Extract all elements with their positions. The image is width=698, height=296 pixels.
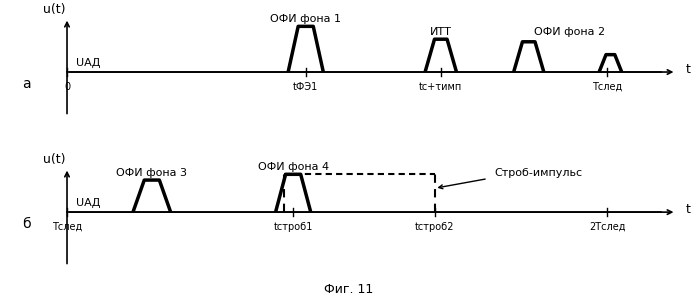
Text: ОФИ фона 4: ОФИ фона 4 (258, 162, 329, 172)
Text: tстроб2: tстроб2 (415, 222, 454, 232)
Text: tстроб1: tстроб1 (274, 222, 313, 232)
Text: Фиг. 11: Фиг. 11 (325, 283, 373, 296)
Text: ОФИ фона 3: ОФИ фона 3 (117, 168, 187, 178)
Text: t: t (685, 62, 690, 75)
Text: Tслед: Tслед (52, 222, 82, 232)
Text: UAД: UAД (76, 198, 101, 208)
Text: а: а (22, 77, 31, 91)
Text: Tслед: Tслед (592, 82, 623, 92)
Text: UAД: UAД (76, 58, 101, 68)
Text: 0: 0 (64, 82, 70, 92)
Text: tФЭ1: tФЭ1 (293, 82, 318, 92)
Text: ОФИ фона 1: ОФИ фона 1 (270, 14, 341, 24)
Text: u(t): u(t) (43, 3, 66, 16)
Text: Строб-импульс: Строб-импульс (494, 168, 582, 178)
Text: tc+τимп: tc+τимп (419, 82, 462, 92)
Text: t: t (685, 203, 690, 216)
Text: ОФИ фона 2: ОФИ фона 2 (534, 27, 605, 37)
Text: б: б (22, 217, 31, 231)
Text: u(t): u(t) (43, 153, 66, 166)
Text: ИТТ: ИТТ (430, 27, 452, 37)
Text: 2Tслед: 2Tслед (589, 222, 625, 232)
